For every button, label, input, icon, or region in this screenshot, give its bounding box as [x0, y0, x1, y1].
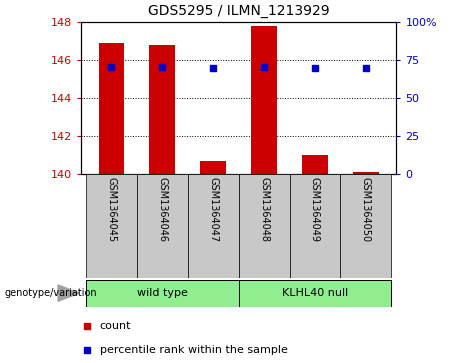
Text: GSM1364050: GSM1364050	[361, 178, 371, 242]
Text: GSM1364047: GSM1364047	[208, 178, 218, 242]
Bar	[251, 25, 277, 174]
Text: genotype/variation: genotype/variation	[5, 288, 97, 298]
Bar	[201, 161, 226, 174]
Bar	[99, 43, 124, 174]
Bar	[340, 174, 391, 278]
Text: count: count	[100, 321, 131, 331]
Bar	[239, 280, 391, 307]
Text: GSM1364049: GSM1364049	[310, 178, 320, 242]
Title: GDS5295 / ILMN_1213929: GDS5295 / ILMN_1213929	[148, 4, 329, 18]
Bar	[86, 174, 137, 278]
Bar	[149, 45, 175, 174]
Bar	[188, 174, 239, 278]
Text: GSM1364046: GSM1364046	[157, 178, 167, 242]
Text: wild type: wild type	[137, 288, 188, 298]
Text: percentile rank within the sample: percentile rank within the sample	[100, 345, 288, 355]
Bar	[137, 174, 188, 278]
Polygon shape	[58, 285, 79, 301]
Text: KLHL40 null: KLHL40 null	[282, 288, 348, 298]
Bar	[353, 172, 378, 174]
Text: GSM1364045: GSM1364045	[106, 178, 116, 242]
Bar	[239, 174, 290, 278]
Bar	[290, 174, 340, 278]
Bar	[86, 280, 239, 307]
Bar	[302, 155, 328, 174]
Text: GSM1364048: GSM1364048	[259, 178, 269, 242]
